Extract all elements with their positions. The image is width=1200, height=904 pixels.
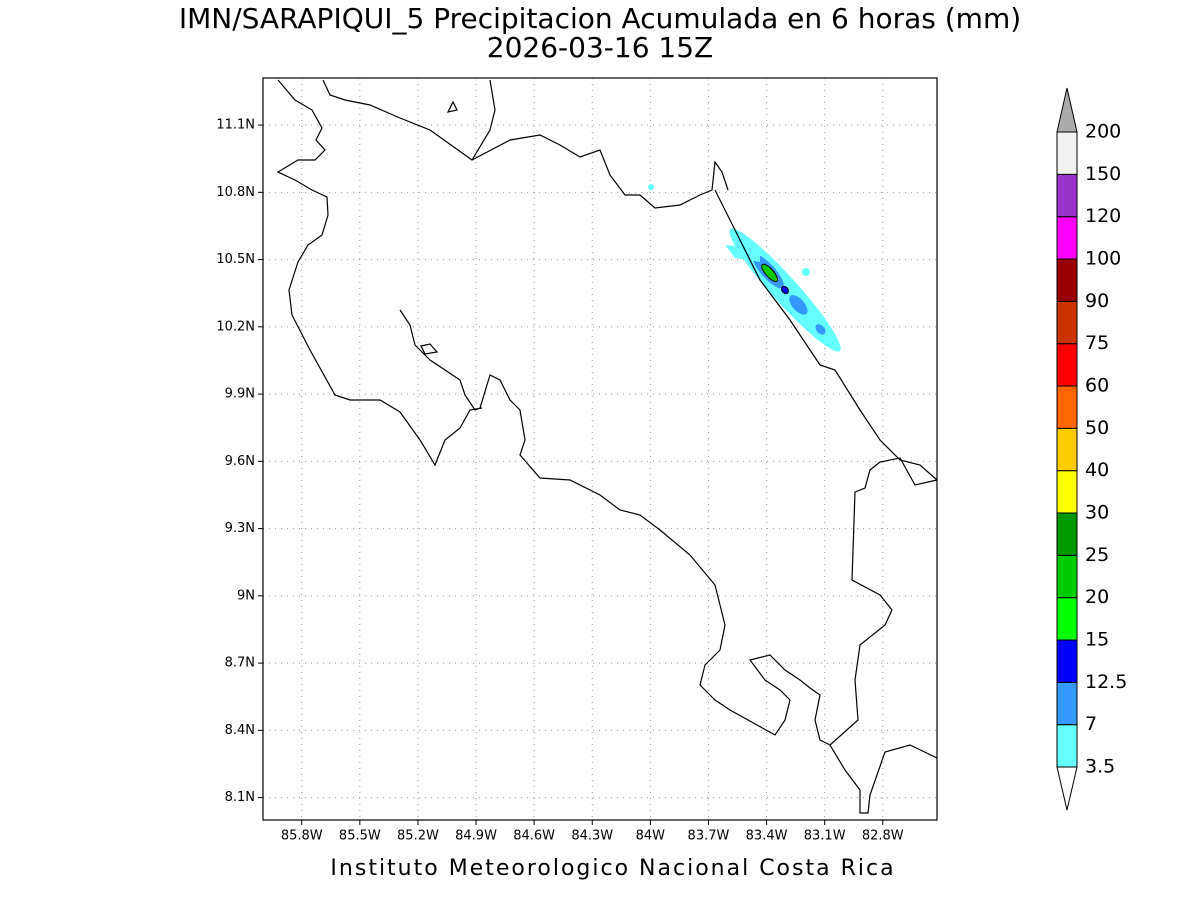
colorbar-under (1056, 766, 1078, 811)
coastlines (276, 79, 938, 814)
colorbar: 3.5 7 12.5 15 20 25 30 40 50 60 75 90 100 120 150 200 (1056, 87, 1127, 811)
colorbar-segment (1056, 470, 1078, 514)
y-tick-label: 9N (237, 588, 255, 603)
colorbar-label: 20 (1085, 586, 1109, 608)
x-tick-label: 84W (636, 829, 666, 844)
y-tick-label: 8.1N (225, 790, 255, 805)
x-tick-label: 83.1W (804, 829, 846, 844)
y-tick-label: 10.8N (216, 185, 255, 200)
colorbar-label: 75 (1085, 332, 1109, 354)
colorbar-segment (1056, 512, 1078, 556)
grid (258, 78, 937, 825)
y-tick-label: 10.5N (216, 252, 255, 267)
colorbar-segment (1056, 173, 1078, 218)
colorbar-label: 30 (1085, 502, 1109, 524)
colorbar-segment (1056, 597, 1078, 641)
colorbar-segment (1056, 639, 1078, 683)
y-tick-label: 8.7N (225, 656, 255, 671)
colorbar-label: 200 (1085, 121, 1121, 143)
precipitation (648, 184, 841, 352)
x-tick-label: 85.8W (281, 829, 323, 844)
colorbar-label: 25 (1085, 544, 1109, 566)
x-tick-label: 84.3W (571, 829, 613, 844)
y-tick-label: 10.2N (216, 319, 255, 334)
y-tick-label: 11.1N (216, 118, 255, 133)
colorbar-label: 50 (1085, 417, 1109, 439)
colorbar-label: 7 (1085, 713, 1097, 735)
x-tick-label: 83.7W (688, 829, 730, 844)
map-frame (262, 77, 938, 821)
colorbar-label: 15 (1085, 629, 1109, 651)
colorbar-segment (1056, 216, 1078, 260)
x-tick-label: 83.4W (746, 829, 788, 844)
y-tick-label: 9.6N (225, 454, 255, 469)
colorbar-segment (1056, 427, 1078, 472)
colorbar-label: 60 (1085, 375, 1109, 397)
x-tick-label: 85.5W (339, 829, 381, 844)
subtitle: 2026-03-16 15Z (487, 31, 713, 64)
colorbar-segment (1056, 681, 1078, 726)
colorbar-label: 90 (1085, 290, 1109, 312)
colorbar-segment (1056, 385, 1078, 429)
colorbar-segment (1056, 300, 1078, 345)
colorbar-label: 150 (1085, 163, 1121, 185)
colorbar-label: 12.5 (1085, 671, 1127, 693)
colorbar-segment (1056, 554, 1078, 599)
x-tick-label: 85.2W (397, 829, 439, 844)
colorbar-segment (1056, 258, 1078, 302)
y-tick-label: 9.3N (225, 521, 255, 536)
colorbar-label: 100 (1085, 248, 1121, 270)
colorbar-segment (1056, 343, 1078, 387)
colorbar-label: 3.5 (1085, 756, 1115, 778)
x-tick-label: 84.6W (513, 829, 555, 844)
y-tick-label: 9.9N (225, 387, 255, 402)
x-tick-label: 84.9W (455, 829, 497, 844)
title: IMN/SARAPIQUI_5 Precipitacion Acumulada … (179, 2, 1021, 35)
colorbar-segment (1056, 131, 1078, 175)
colorbar-segment (1056, 724, 1078, 768)
colorbar-over (1056, 87, 1078, 133)
x-tick-label: 82.8W (862, 829, 904, 844)
footer: Instituto Meteorologico Nacional Costa R… (330, 856, 895, 881)
colorbar-label: 40 (1085, 459, 1109, 481)
colorbar-label: 120 (1085, 205, 1121, 227)
y-tick-label: 8.4N (225, 723, 255, 738)
